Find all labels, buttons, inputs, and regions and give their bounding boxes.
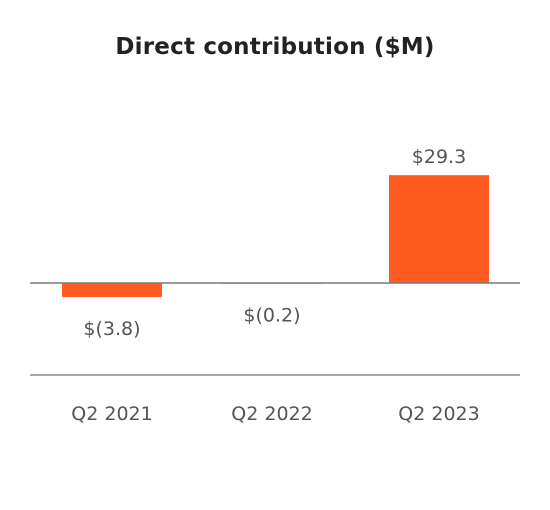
x-tick-label-3: Q2 2023 (398, 403, 479, 425)
data-label-1: $(3.8) (83, 318, 140, 340)
bar-1 (62, 283, 162, 297)
data-label-2: $(0.2) (243, 305, 300, 327)
data-label-3: $29.3 (412, 146, 466, 168)
x-tick-label-2: Q2 2022 (231, 403, 312, 425)
chart-title: Direct contribution ($M) (115, 34, 435, 60)
x-tick-label-1: Q2 2021 (71, 403, 152, 425)
bar-3 (389, 175, 489, 283)
